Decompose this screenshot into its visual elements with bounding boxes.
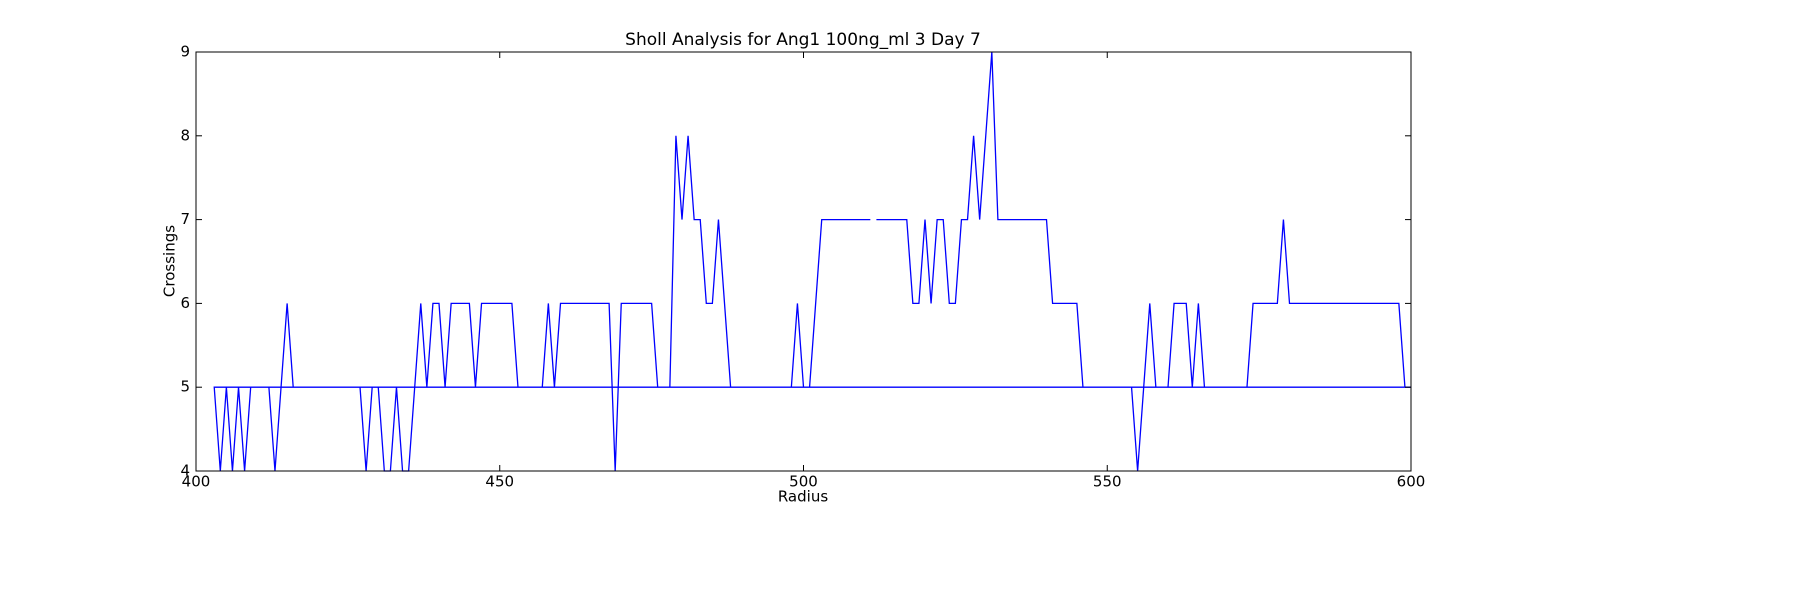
x-tick-label: 550: [1093, 473, 1122, 491]
y-tick-label: 9: [180, 43, 190, 61]
y-tick-label: 8: [180, 126, 190, 144]
y-tick-label: 5: [180, 378, 190, 396]
y-tick-label: 7: [180, 210, 190, 228]
x-tick-label: 400: [182, 473, 211, 491]
y-tick-label: 4: [180, 462, 190, 480]
y-axis-label: Crossings: [161, 225, 179, 297]
data-line: [213, 51, 1411, 472]
x-tick-label: 450: [485, 473, 514, 491]
x-axis-label: Radius: [778, 488, 828, 506]
x-tick-label: 500: [789, 473, 818, 491]
x-tick-label: 600: [1397, 473, 1426, 491]
y-tick-label: 6: [180, 294, 190, 312]
chart-title: Sholl Analysis for Ang1 100ng_ml 3 Day 7: [625, 30, 981, 50]
